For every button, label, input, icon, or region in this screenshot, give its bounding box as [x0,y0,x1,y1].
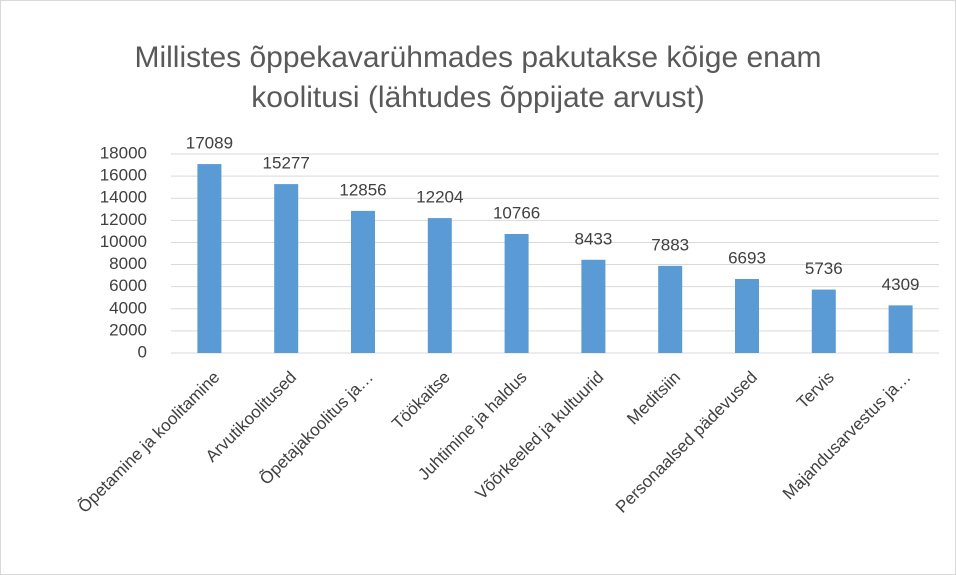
data-label: 12204 [416,188,463,207]
y-tick-label: 10000 [100,232,147,251]
bar [274,184,299,353]
data-label: 10766 [493,203,540,222]
bar [581,259,606,353]
y-tick-label: 0 [138,342,147,361]
data-label: 7883 [651,235,689,254]
data-label: 17089 [186,134,233,153]
data-label: 8433 [574,229,612,248]
y-tick-label: 16000 [100,166,147,185]
bar [811,289,836,353]
bar [735,279,759,353]
chart-title: Millistes õppekavarühmades pakutakse kõi… [134,41,822,114]
x-tick-label: Töökaitse [388,368,454,434]
y-tick-label: 6000 [109,276,147,295]
y-tick-label: 8000 [109,254,147,273]
x-tick-label: Tervis [793,368,838,413]
y-tick-label: 18000 [100,143,147,162]
data-label: 4309 [882,275,920,294]
y-tick-label: 2000 [109,320,147,339]
x-tick-label: Võõrkeeled ja kultuurid [472,368,608,504]
bar [351,210,375,353]
y-tick-label: 4000 [109,298,147,317]
x-tick-label: Õpetamine ja koolitamine [74,368,223,517]
data-label: 12856 [339,180,386,199]
bar [197,164,222,353]
y-tick-label: 14000 [100,188,147,207]
bar [658,265,683,353]
bar [504,233,529,353]
bar [888,305,913,353]
x-tick-label: Majandusarvestus ja… [779,368,915,504]
x-tick-label: Meditsiin [623,368,684,429]
bar [427,218,452,353]
y-tick-label: 12000 [100,210,147,229]
data-label: 6693 [728,248,766,267]
x-tick-label: Personaalsed pädevused [612,368,761,517]
data-label: 5736 [805,259,843,278]
data-label: 15277 [263,154,310,173]
